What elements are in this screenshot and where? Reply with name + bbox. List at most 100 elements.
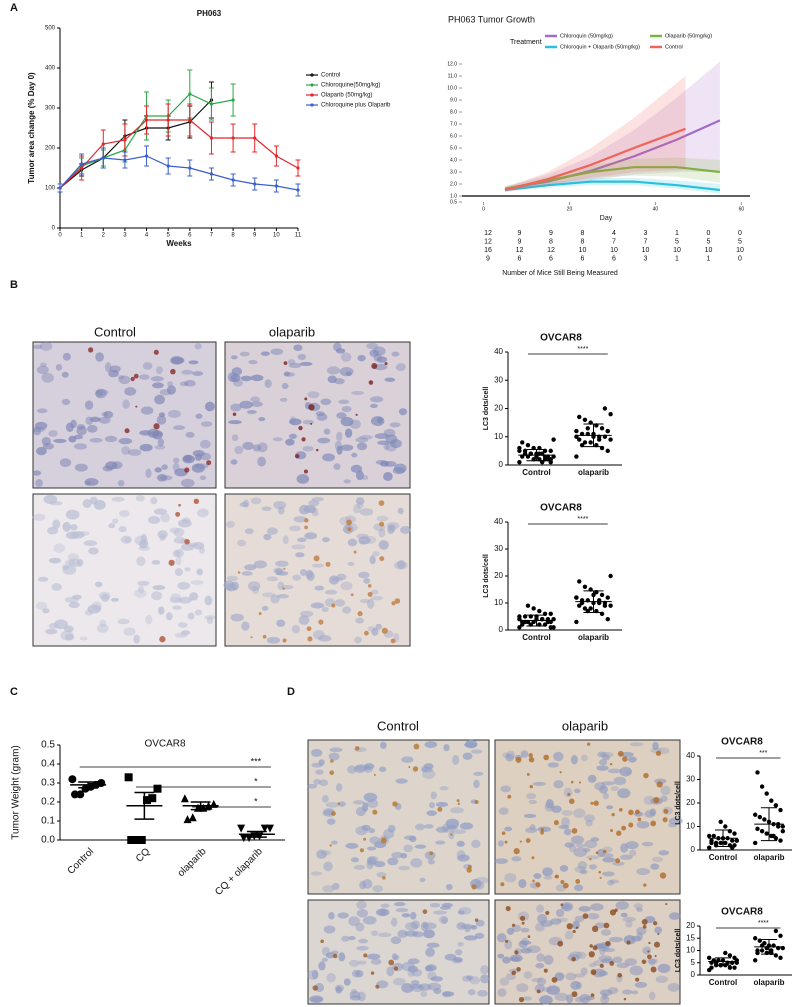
- cell-nucleus: [333, 463, 341, 470]
- stain-dot: [560, 903, 564, 906]
- data-point: [517, 625, 522, 630]
- cell-nucleus: [68, 601, 80, 609]
- data-point: [753, 936, 758, 941]
- cell-nucleus: [204, 401, 215, 412]
- x-tick-label: Control: [66, 846, 97, 877]
- stain-dot: [567, 792, 571, 796]
- cell-nucleus: [41, 372, 54, 383]
- stain-dot: [388, 959, 395, 966]
- cell-nucleus: [383, 428, 396, 437]
- cell-nucleus: [338, 952, 346, 962]
- y-tick-label: 0: [691, 970, 696, 979]
- cell-nucleus: [345, 371, 352, 376]
- count-cell: 12: [484, 230, 492, 237]
- count-cell: 9: [518, 238, 522, 245]
- cell-nucleus: [275, 560, 289, 567]
- cell-nucleus: [228, 420, 242, 425]
- cell-nucleus: [173, 536, 186, 544]
- cell-nucleus: [533, 873, 542, 879]
- cell-nucleus: [384, 377, 396, 382]
- x-tick-label: 1: [80, 233, 84, 239]
- y-tick-label: 1.0: [450, 193, 457, 199]
- stain-dot: [628, 822, 634, 828]
- cell-nucleus: [78, 531, 90, 536]
- cell-nucleus: [36, 601, 48, 611]
- stain-dot: [659, 872, 667, 879]
- stain-dot: [393, 966, 399, 971]
- cell-nucleus: [356, 908, 368, 918]
- data-point: [525, 603, 531, 608]
- stain-dot: [647, 950, 650, 953]
- stain-dot: [529, 784, 534, 789]
- cell-nucleus: [171, 356, 185, 364]
- cell-nucleus: [276, 619, 286, 627]
- cell-nucleus: [667, 982, 680, 992]
- data-point: [525, 443, 531, 448]
- cell-nucleus: [184, 454, 193, 462]
- cell-nucleus: [597, 848, 605, 858]
- stain-dot: [413, 743, 420, 750]
- cell-nucleus: [444, 953, 457, 961]
- cell-nucleus: [366, 860, 374, 870]
- cell-nucleus: [283, 372, 295, 377]
- cell-nucleus: [372, 551, 380, 557]
- cell-nucleus: [173, 425, 186, 431]
- y-tick-label: 0.3: [41, 778, 55, 789]
- cell-nucleus: [33, 344, 43, 350]
- data-point: [239, 834, 248, 843]
- cell-nucleus: [553, 780, 564, 789]
- cell-nucleus: [347, 561, 355, 566]
- cell-nucleus: [321, 795, 329, 803]
- cell-nucleus: [575, 982, 583, 990]
- cell-nucleus: [355, 497, 365, 505]
- stain-dot: [332, 953, 338, 959]
- stain-dot: [412, 766, 419, 772]
- cell-nucleus: [331, 950, 339, 955]
- cell-nucleus: [578, 906, 592, 912]
- cell-nucleus: [389, 439, 402, 449]
- cell-nucleus: [375, 623, 383, 630]
- confidence-band: [504, 178, 720, 194]
- cell-nucleus: [95, 389, 103, 398]
- error-bar: [246, 830, 267, 838]
- cell-nucleus: [400, 852, 408, 859]
- y-tick-label: 0.0: [41, 835, 55, 846]
- count-cell: 6: [518, 255, 522, 262]
- stain-dot: [124, 428, 130, 434]
- cell-nucleus: [390, 917, 398, 927]
- chart-title: OVCAR8: [144, 739, 186, 750]
- stain-dot: [571, 828, 578, 834]
- x-axis-label: Day: [600, 215, 613, 222]
- cell-nucleus: [153, 508, 168, 515]
- cell-nucleus: [420, 765, 428, 773]
- cell-nucleus: [504, 826, 513, 832]
- confidence-band: [504, 76, 686, 193]
- x-tick-label: olaparib: [176, 846, 209, 879]
- significance-label: ***: [759, 750, 767, 757]
- stain-dot: [540, 828, 544, 832]
- micrograph-bg: [224, 493, 411, 647]
- y-tick-label: 40: [686, 751, 695, 760]
- stain-dot: [655, 750, 662, 756]
- cell-nucleus: [500, 785, 511, 793]
- cell-nucleus: [387, 824, 396, 833]
- cell-nucleus: [424, 965, 433, 972]
- cell-nucleus: [602, 857, 616, 863]
- y-tick-label: 3.0: [450, 169, 457, 175]
- cell-nucleus: [242, 441, 254, 450]
- stain-dot: [391, 601, 396, 606]
- cell-nucleus: [652, 741, 659, 751]
- cell-nucleus: [336, 573, 347, 581]
- cell-nucleus: [609, 879, 620, 884]
- data-point: [599, 426, 605, 431]
- cell-nucleus: [540, 920, 554, 927]
- cell-nucleus: [642, 946, 652, 955]
- stain-dot: [331, 811, 336, 816]
- cell-nucleus: [331, 840, 338, 845]
- micrograph: [223, 493, 411, 647]
- cell-nucleus: [403, 835, 416, 841]
- cell-nucleus: [138, 539, 149, 549]
- data-point: [707, 955, 712, 961]
- data-point: [124, 773, 133, 782]
- cell-nucleus: [95, 352, 104, 362]
